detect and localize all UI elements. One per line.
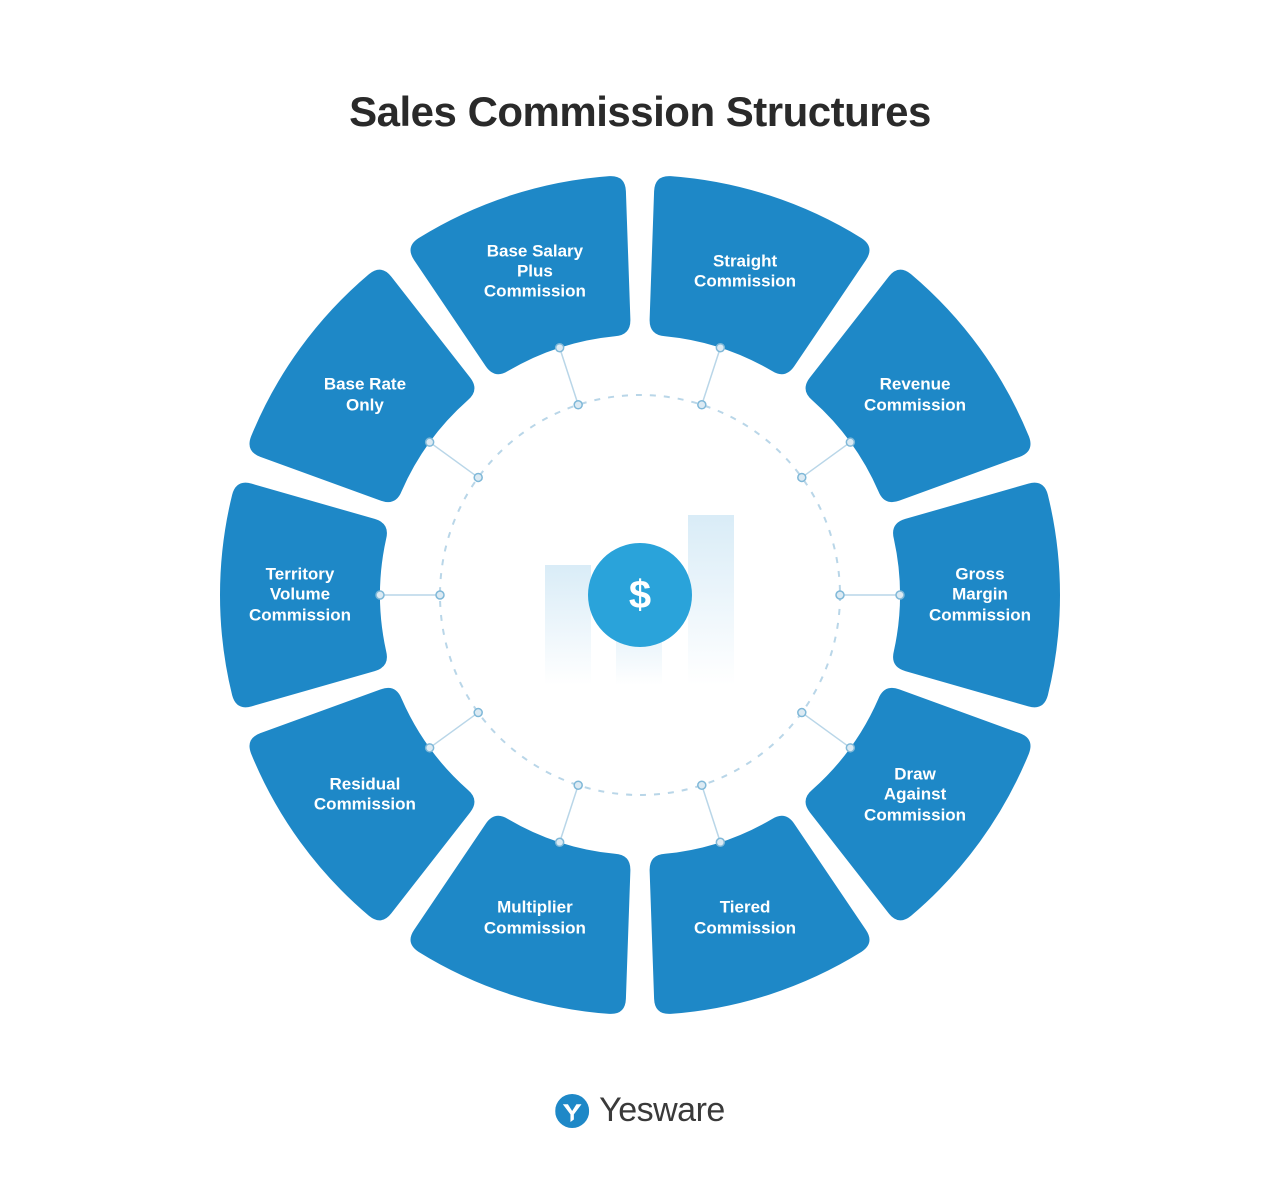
connector-line-2	[702, 348, 721, 405]
connector-dot-9-1	[376, 591, 384, 599]
connector-dot-3-1	[846, 438, 854, 446]
connector-dot-4-1	[896, 591, 904, 599]
connector-line-6	[702, 785, 721, 842]
dollar-icon: $	[629, 573, 651, 617]
connector-dot-8-0	[474, 709, 482, 717]
wheel-segment-9	[220, 483, 387, 708]
brand-footer: Yesware	[555, 1091, 725, 1130]
center-bar-2	[688, 515, 734, 685]
connector-dot-7-0	[574, 781, 582, 789]
connector-dot-6-0	[698, 781, 706, 789]
connector-dot-5-1	[846, 744, 854, 752]
connector-dot-3-0	[798, 473, 806, 481]
connector-dot-5-0	[798, 709, 806, 717]
connector-dot-2-1	[716, 344, 724, 352]
wheel-segment-5	[806, 688, 1031, 920]
page-title: Sales Commission Structures	[0, 88, 1280, 136]
connector-line-5	[802, 713, 851, 748]
connector-line-7	[560, 785, 579, 842]
connector-dot-9-0	[436, 591, 444, 599]
connector-line-1	[560, 348, 579, 405]
connector-dot-6-1	[716, 838, 724, 846]
infographic-page: Sales Commission Structures $Base RateOn…	[0, 0, 1280, 1185]
connector-line-8	[430, 713, 479, 748]
connector-dot-8-1	[426, 744, 434, 752]
brand-name: Yesware	[599, 1091, 725, 1130]
wheel-segment-3	[806, 270, 1031, 502]
wheel-segment-0	[249, 270, 474, 502]
connector-dot-0-0	[474, 473, 482, 481]
yesware-logo-icon	[555, 1094, 589, 1128]
connector-dot-7-1	[556, 838, 564, 846]
connector-line-0	[430, 442, 479, 477]
connector-dot-0-1	[426, 438, 434, 446]
connector-dot-2-0	[698, 401, 706, 409]
wheel-segment-4	[893, 483, 1060, 708]
connector-dot-4-0	[836, 591, 844, 599]
connector-dot-1-1	[556, 344, 564, 352]
connector-line-3	[802, 442, 851, 477]
connector-dot-1-0	[574, 401, 582, 409]
wheel-segment-8	[249, 688, 474, 920]
commission-wheel: $Base RateOnlyBase SalaryPlusCommissionS…	[200, 155, 1080, 1035]
center-bar-0	[545, 565, 591, 685]
